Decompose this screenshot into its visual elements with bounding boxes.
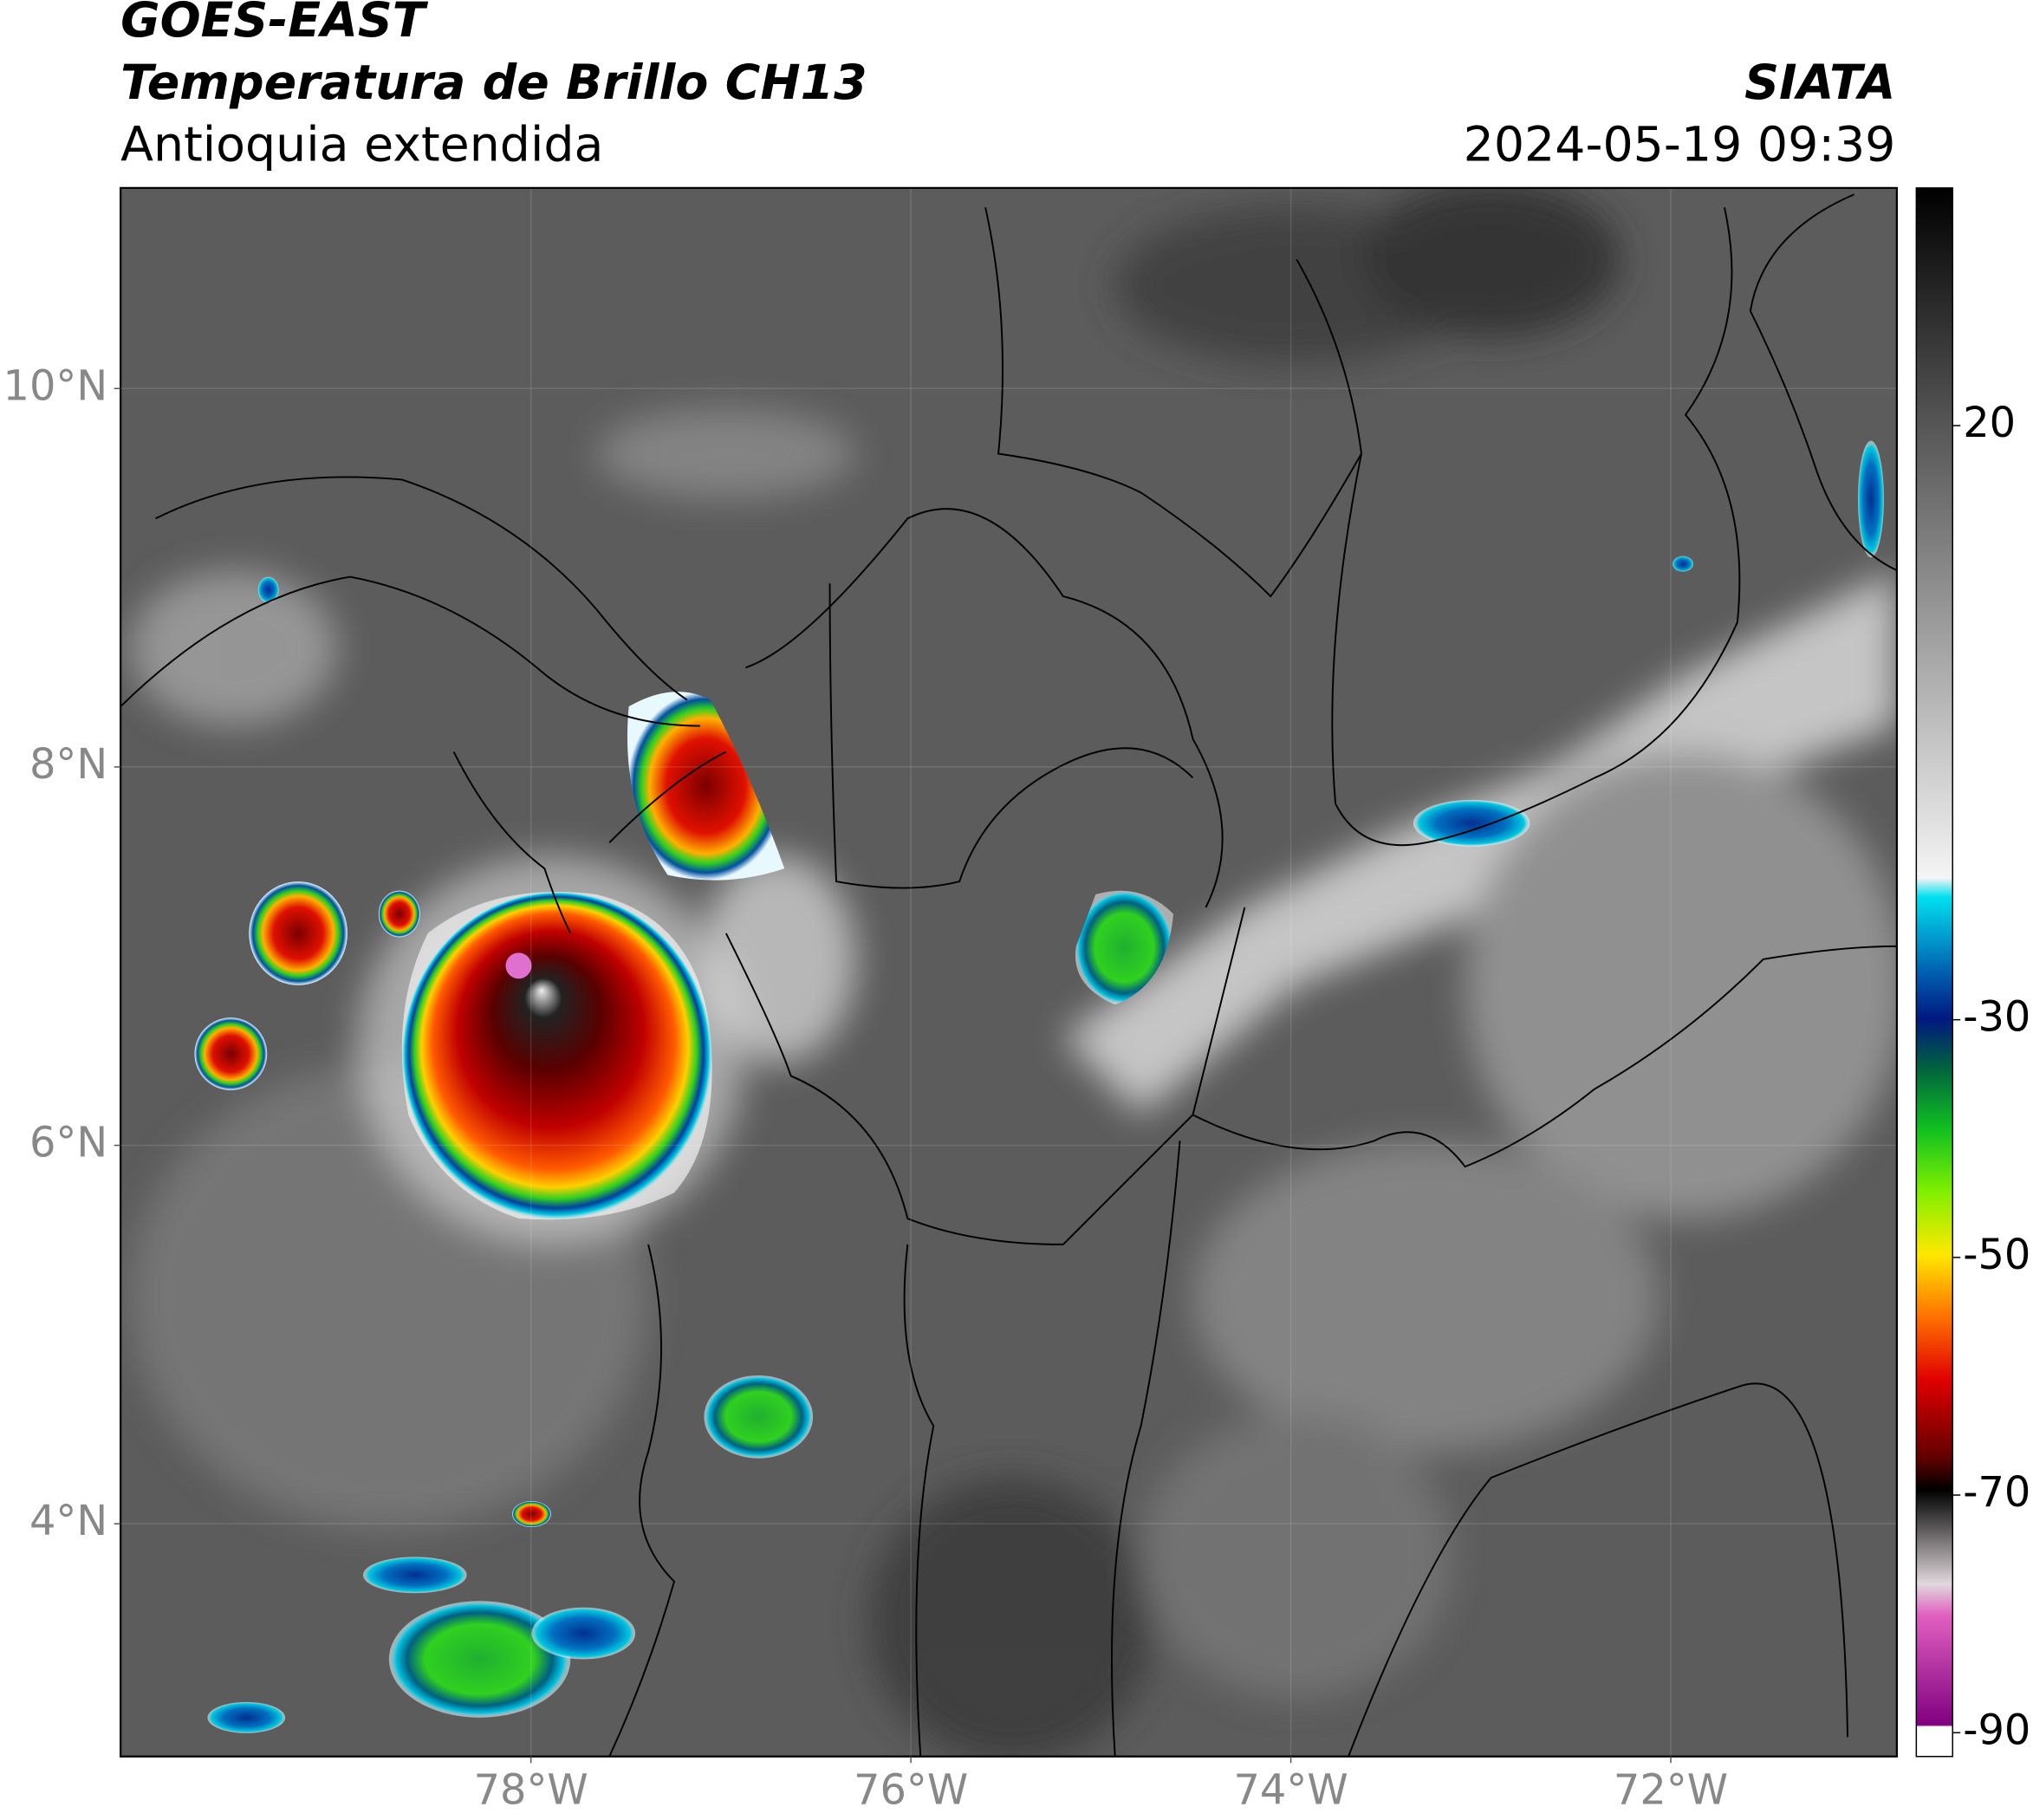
borders	[120, 193, 1897, 1757]
lon-tick-label: 74°W	[1233, 1767, 1348, 1815]
subtitle: Temperatura de Brillo CH13	[120, 55, 867, 111]
lat-tick-label: 6°N	[29, 1120, 107, 1167]
source: SIATA	[1744, 55, 1895, 111]
cloud-tops	[194, 440, 1884, 1733]
lon-tick-label: 72°W	[1614, 1767, 1728, 1815]
graticule	[120, 187, 1897, 1757]
map-frame	[120, 186, 1899, 1758]
title: GOES-EAST	[120, 0, 429, 49]
lat-tick-label: 10°N	[3, 362, 108, 410]
colorbar-tick-label: 20	[1963, 400, 2016, 447]
satellite-image	[120, 187, 1897, 1757]
lat-tick-label: 4°N	[29, 1498, 107, 1545]
lat-tick-label: 8°N	[29, 741, 107, 789]
colorbar	[1915, 187, 1953, 1758]
colorbar-tick-label: -70	[1963, 1469, 2030, 1517]
colorbar-tick-label: -50	[1963, 1232, 2030, 1279]
colorbar-tick-label: -90	[1963, 1706, 2030, 1754]
lon-tick-label: 76°W	[854, 1767, 968, 1815]
region: Antioquia extendida	[120, 118, 603, 173]
timestamp: 2024-05-19 09:39	[1464, 118, 1896, 173]
lon-tick-label: 78°W	[474, 1767, 588, 1815]
colorbar-tick-label: -30	[1963, 994, 2030, 1042]
